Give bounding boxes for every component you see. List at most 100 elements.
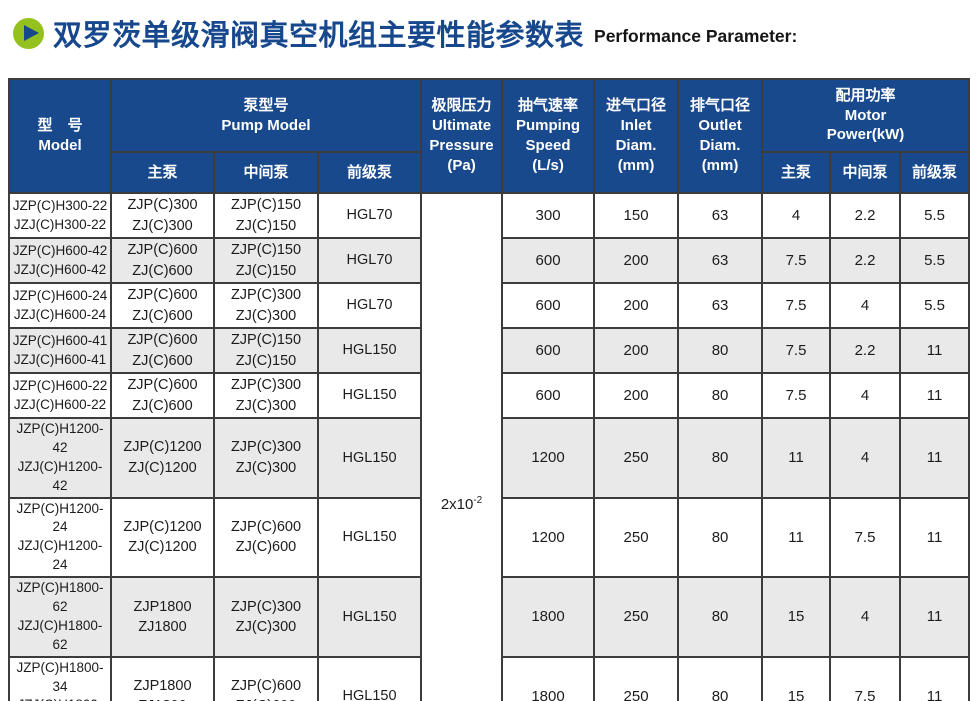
col-header-pump-model-en: Pump Model [221,116,311,134]
fore-pump-cell: HGL150 [316,372,423,419]
power-middle-cell: 4 [829,282,902,329]
model-cell: JZP(C)H1200-24 JZJ(C)H1200-24 [8,496,112,579]
col-header-pump-model: 泵型号 Pump Model [109,78,423,153]
pumping-speed-cell: 600 [501,282,596,329]
main-pump-cell: ZJP(C)1200 ZJ(C)1200 [110,496,215,579]
outlet-diam-cell: 63 [677,192,764,239]
main-pump-cell: ZJP(C)600 ZJ(C)600 [110,282,215,329]
main-pump-cell: ZJP(C)1200 ZJ(C)1200 [110,417,215,499]
model-cell: JZP(C)H600-22 JZJ(C)H600-22 [8,372,112,419]
middle-pump-cell: ZJP(C)150 ZJ(C)150 [213,192,319,239]
outlet-diam-cell: 80 [677,496,764,579]
table-row: JZP(C)H600-22 JZJ(C)H600-22 ZJP(C)600 ZJ(C)… [8,372,971,419]
power-main-cell: 11 [761,417,832,499]
inlet-diam-cell: 200 [593,282,680,329]
middle-pump-cell: ZJP(C)300 ZJ(C)300 [213,417,319,499]
pumping-speed-cell: 600 [501,372,596,419]
fore-pump-cell: HGL150 [316,576,423,658]
col-header-power-middle-pump: 中间泵 [829,151,902,194]
play-triangle-icon [24,24,39,41]
power-fore-cell: 11 [899,327,971,374]
col-header-motor-power: 配用功率 Motor Power(kW) [761,78,971,153]
power-fore-cell: 11 [899,496,971,579]
inlet-diam-cell: 250 [593,576,680,658]
power-fore-cell: 5.5 [899,192,971,239]
power-main-cell: 11 [761,496,832,579]
col-header-inlet-diam: 进气口径 Inlet Diam. (mm) [593,78,680,194]
col-header-fore-pump: 前级泵 [316,151,423,194]
power-fore-cell: 5.5 [899,237,971,284]
power-middle-cell: 2.2 [829,237,902,284]
main-pump-cell: ZJP(C)600 ZJ(C)600 [110,372,215,419]
outlet-diam-cell: 80 [677,327,764,374]
green-bullet-icon [13,17,44,49]
model-cell: JZP(C)H600-24 JZJ(C)H600-24 [8,282,112,329]
power-middle-cell: 4 [829,417,902,499]
power-fore-cell: 5.5 [899,282,971,329]
outlet-diam-cell: 80 [677,655,764,701]
power-middle-cell: 7.5 [829,496,902,579]
ultimate-pressure-value-cell: 2x10-2 [420,192,504,701]
table-body: JZP(C)H300-22 JZJ(C)H300-22 ZJP(C)300 ZJ(C)… [8,192,971,701]
power-fore-cell: 11 [899,655,971,701]
col-header-power-fore-pump: 前级泵 [899,151,971,194]
col-header-outlet-diam: 排气口径 Outlet Diam. (mm) [677,78,764,194]
middle-pump-cell: ZJP(C)300 ZJ(C)300 [213,576,319,658]
performance-table: 型 号 Model 泵型号 Pump Model 极限压力 Ultimate P… [8,78,971,701]
power-middle-cell: 4 [829,576,902,658]
middle-pump-cell: ZJP(C)150 ZJ(C)150 [213,327,319,374]
main-pump-cell: ZJP(C)600 ZJ(C)600 [110,327,215,374]
fore-pump-cell: HGL150 [316,496,423,579]
power-middle-cell: 4 [829,372,902,419]
pumping-speed-cell: 300 [501,192,596,239]
inlet-diam-cell: 250 [593,417,680,499]
power-main-cell: 4 [761,192,832,239]
col-header-pump-model-zh: 泵型号 [243,96,289,114]
main-pump-cell: ZJP(C)600 ZJ(C)600 [110,237,215,284]
power-main-cell: 7.5 [761,372,832,419]
fore-pump-cell: HGL150 [316,655,423,701]
pumping-speed-cell: 1800 [501,655,596,701]
power-fore-cell: 11 [899,372,971,419]
middle-pump-cell: ZJP(C)300 ZJ(C)300 [213,282,319,329]
power-main-cell: 7.5 [761,282,832,329]
col-header-model: 型 号 Model [8,78,112,194]
table-row: JZP(C)H1800-34JZJ(C)H1800-34ZJP1800ZJ180… [8,655,971,701]
col-header-ultimate-pressure: 极限压力 Ultimate Pressure (Pa) [420,78,504,194]
middle-pump-cell: ZJP(C)300 ZJ(C)300 [213,372,319,419]
inlet-diam-cell: 200 [593,372,680,419]
outlet-diam-cell: 80 [677,576,764,658]
fore-pump-cell: HGL70 [316,282,423,329]
inlet-diam-cell: 150 [593,192,680,239]
pumping-speed-cell: 1800 [501,576,596,658]
title-bar: 双罗茨单级滑阀真空机组主要性能参数表 Performance Parameter… [0,0,976,52]
power-main-cell: 15 [761,655,832,701]
col-header-model-zh: 型 号 [37,117,83,135]
pumping-speed-cell: 1200 [501,496,596,579]
inlet-diam-cell: 250 [593,655,680,701]
inlet-diam-cell: 200 [593,237,680,284]
pumping-speed-cell: 1200 [501,417,596,499]
fore-pump-cell: HGL150 [316,327,423,374]
col-header-model-en: Model [38,137,82,154]
power-main-cell: 7.5 [761,237,832,284]
table-row: JZP(C)H300-22 JZJ(C)H300-22 ZJP(C)300 ZJ(C)… [8,192,971,701]
power-fore-cell: 11 [899,576,971,658]
table-row: JZP(C)H600-41 JZJ(C)H600-41 ZJP(C)600 ZJ(C)… [8,327,971,374]
table-row: JZP(C)H1200-42 JZJ(C)H1200-42 ZJP(C)1200 ZJ… [8,417,971,499]
model-cell: JZP(C)H600-42 JZJ(C)H600-42 [8,237,112,284]
power-middle-cell: 2.2 [829,192,902,239]
model-cell: JZP(C)H1800-34JZJ(C)H1800-34 [8,655,112,701]
page-title-zh: 双罗茨单级滑阀真空机组主要性能参数表 [53,20,585,52]
main-pump-cell: ZJP(C)300 ZJ(C)300 [110,192,215,239]
col-header-middle-pump: 中间泵 [213,151,319,194]
outlet-diam-cell: 80 [677,417,764,499]
inlet-diam-cell: 250 [593,496,680,579]
outlet-diam-cell: 63 [677,282,764,329]
fore-pump-cell: HGL70 [316,192,423,239]
